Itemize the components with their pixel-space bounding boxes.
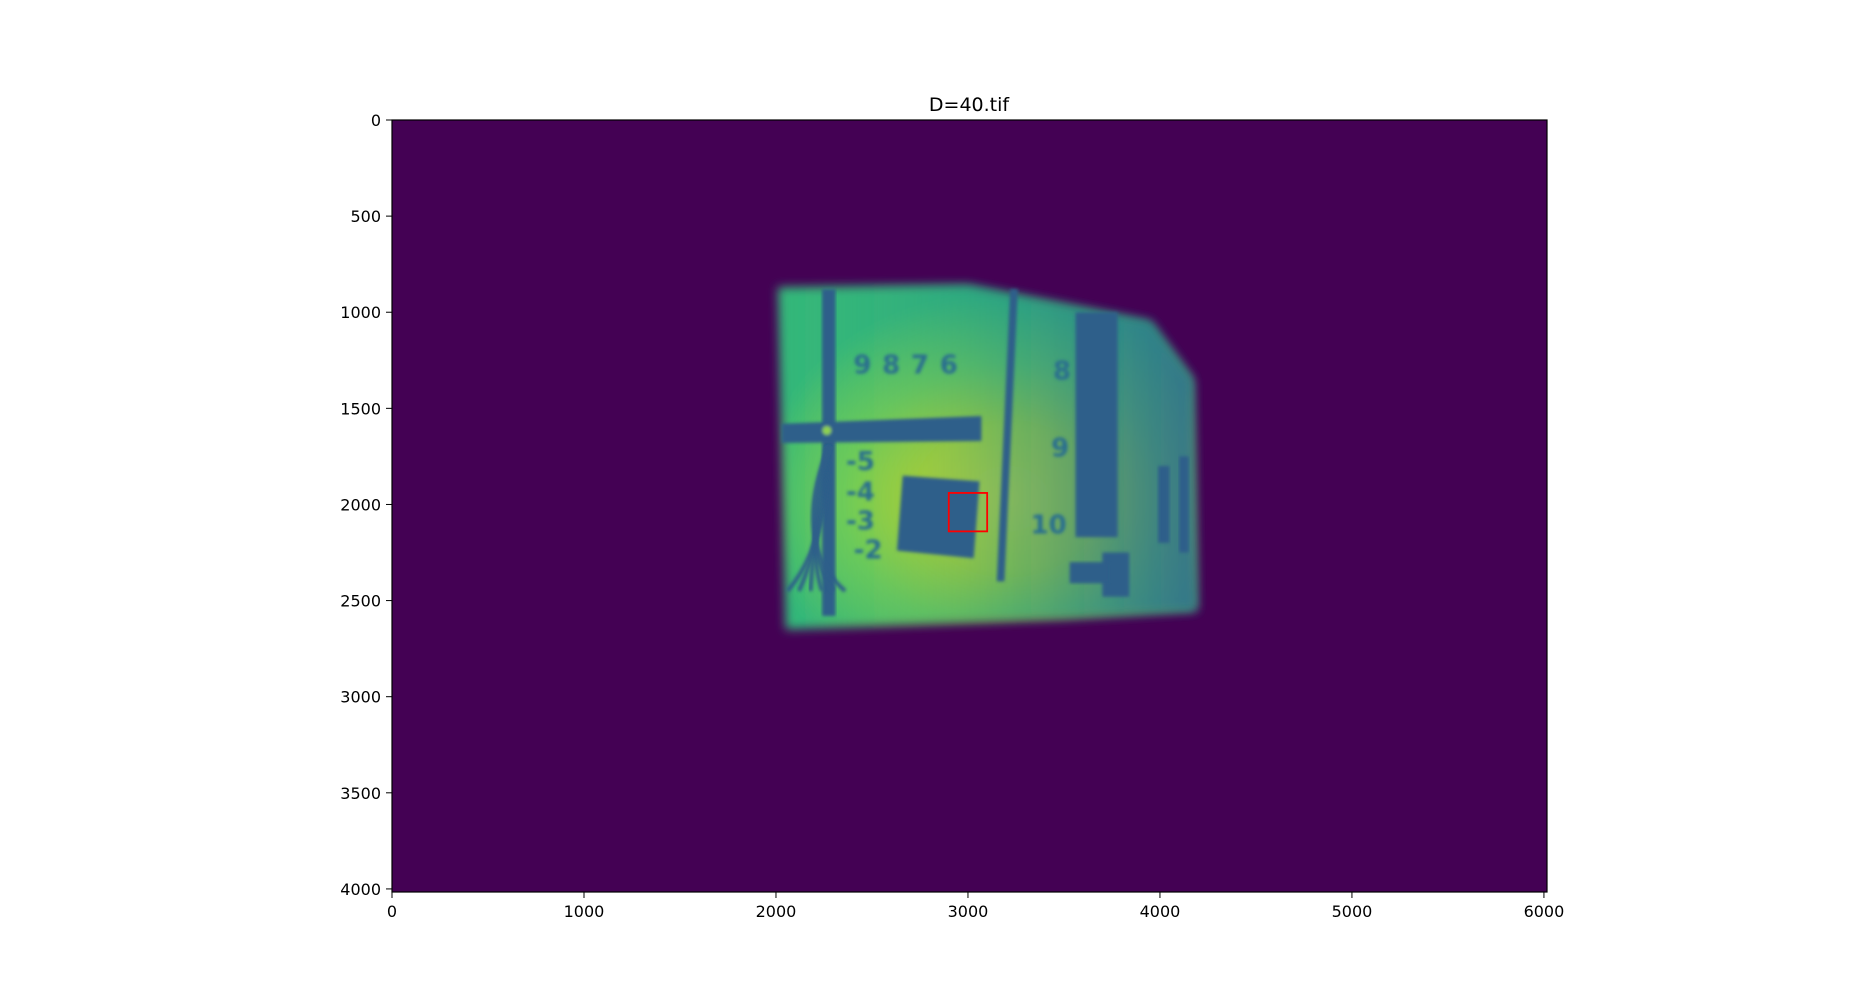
x-tick-label: 2000 [756, 902, 797, 921]
target-right-stripe-1 [1158, 466, 1170, 543]
x-tick-label: 1000 [564, 902, 605, 921]
target-label: 9 [853, 351, 871, 381]
target-label: 9 [1051, 433, 1069, 463]
illuminated-region-shade [777, 285, 1197, 630]
x-tick-label: 0 [387, 902, 397, 921]
target-label: 7 [911, 351, 929, 381]
x-tick-label: 5000 [1332, 902, 1373, 921]
chart-title: D=40.tif [929, 94, 1010, 116]
x-axis-ticks: 0 1000 2000 3000 4000 5000 6000 [387, 892, 1564, 921]
axes-border [391, 119, 1548, 893]
y-tick-label: 2500 [340, 592, 381, 611]
x-tick-label: 4000 [1140, 902, 1181, 921]
x-tick-label: 3000 [948, 902, 989, 921]
target-label: -3 [846, 506, 875, 536]
highlight-box [947, 492, 989, 533]
target-horizontal-bar [781, 416, 982, 443]
target-label: 8 [882, 351, 900, 381]
y-tick-label: 0 [371, 111, 381, 130]
y-tick-label: 3500 [340, 784, 381, 803]
illuminated-region [777, 285, 1197, 630]
y-tick-label: 4000 [340, 880, 381, 899]
target-label: -4 [846, 478, 875, 508]
target-label: 8 [1053, 357, 1071, 387]
axes-frame [391, 119, 1548, 893]
target-label: 10 [1031, 510, 1067, 540]
y-tick-label: 1500 [340, 399, 381, 418]
target-dark-square [896, 475, 980, 559]
y-tick-label: 1000 [340, 303, 381, 322]
target-right-band [1075, 312, 1118, 538]
target-right-block-2 [1069, 562, 1109, 584]
target-converging-line [811, 446, 847, 593]
target-label: 6 [940, 351, 958, 381]
target-vertical-line [996, 289, 1018, 582]
y-tick-label: 500 [350, 207, 381, 226]
y-tick-label: 2000 [340, 495, 381, 514]
target-right-stripe-2 [1179, 456, 1189, 553]
y-axis-ticks: 0 500 1000 1500 2000 2500 3000 3500 4000 [340, 111, 392, 899]
target-ring [819, 422, 835, 438]
x-tick-label: 6000 [1524, 902, 1565, 921]
target-label: -2 [854, 535, 883, 565]
target-label: -5 [846, 447, 875, 477]
y-tick-label: 3000 [340, 688, 381, 707]
highlight-box-layer [947, 492, 989, 533]
